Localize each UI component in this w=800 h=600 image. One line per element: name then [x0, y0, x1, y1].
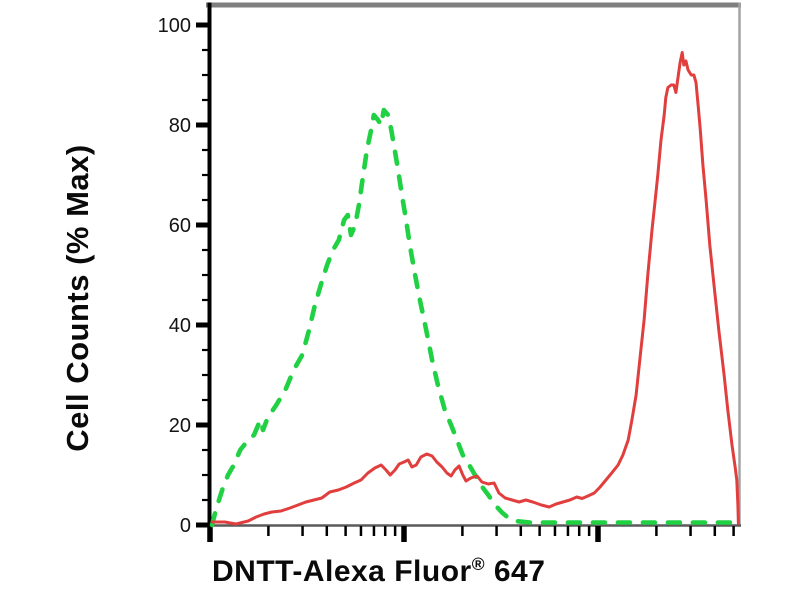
y-tick-label: 80	[169, 115, 191, 137]
y-tick-label: 100	[158, 15, 191, 37]
green-dashed-curve-series	[209, 107, 741, 528]
red-solid-curve-series	[210, 51, 740, 526]
y-tick-label: 20	[169, 415, 191, 437]
y-tick-label: 60	[169, 215, 191, 237]
y-tick-label: 40	[169, 315, 191, 337]
y-axis-title: Cell Counts (% Max)	[60, 144, 95, 452]
registered-trademark-symbol: ®	[471, 554, 486, 574]
x-axis-title: DNTT-Alexa Fluor® 647	[212, 554, 546, 588]
y-tick-label: 0	[180, 515, 191, 537]
